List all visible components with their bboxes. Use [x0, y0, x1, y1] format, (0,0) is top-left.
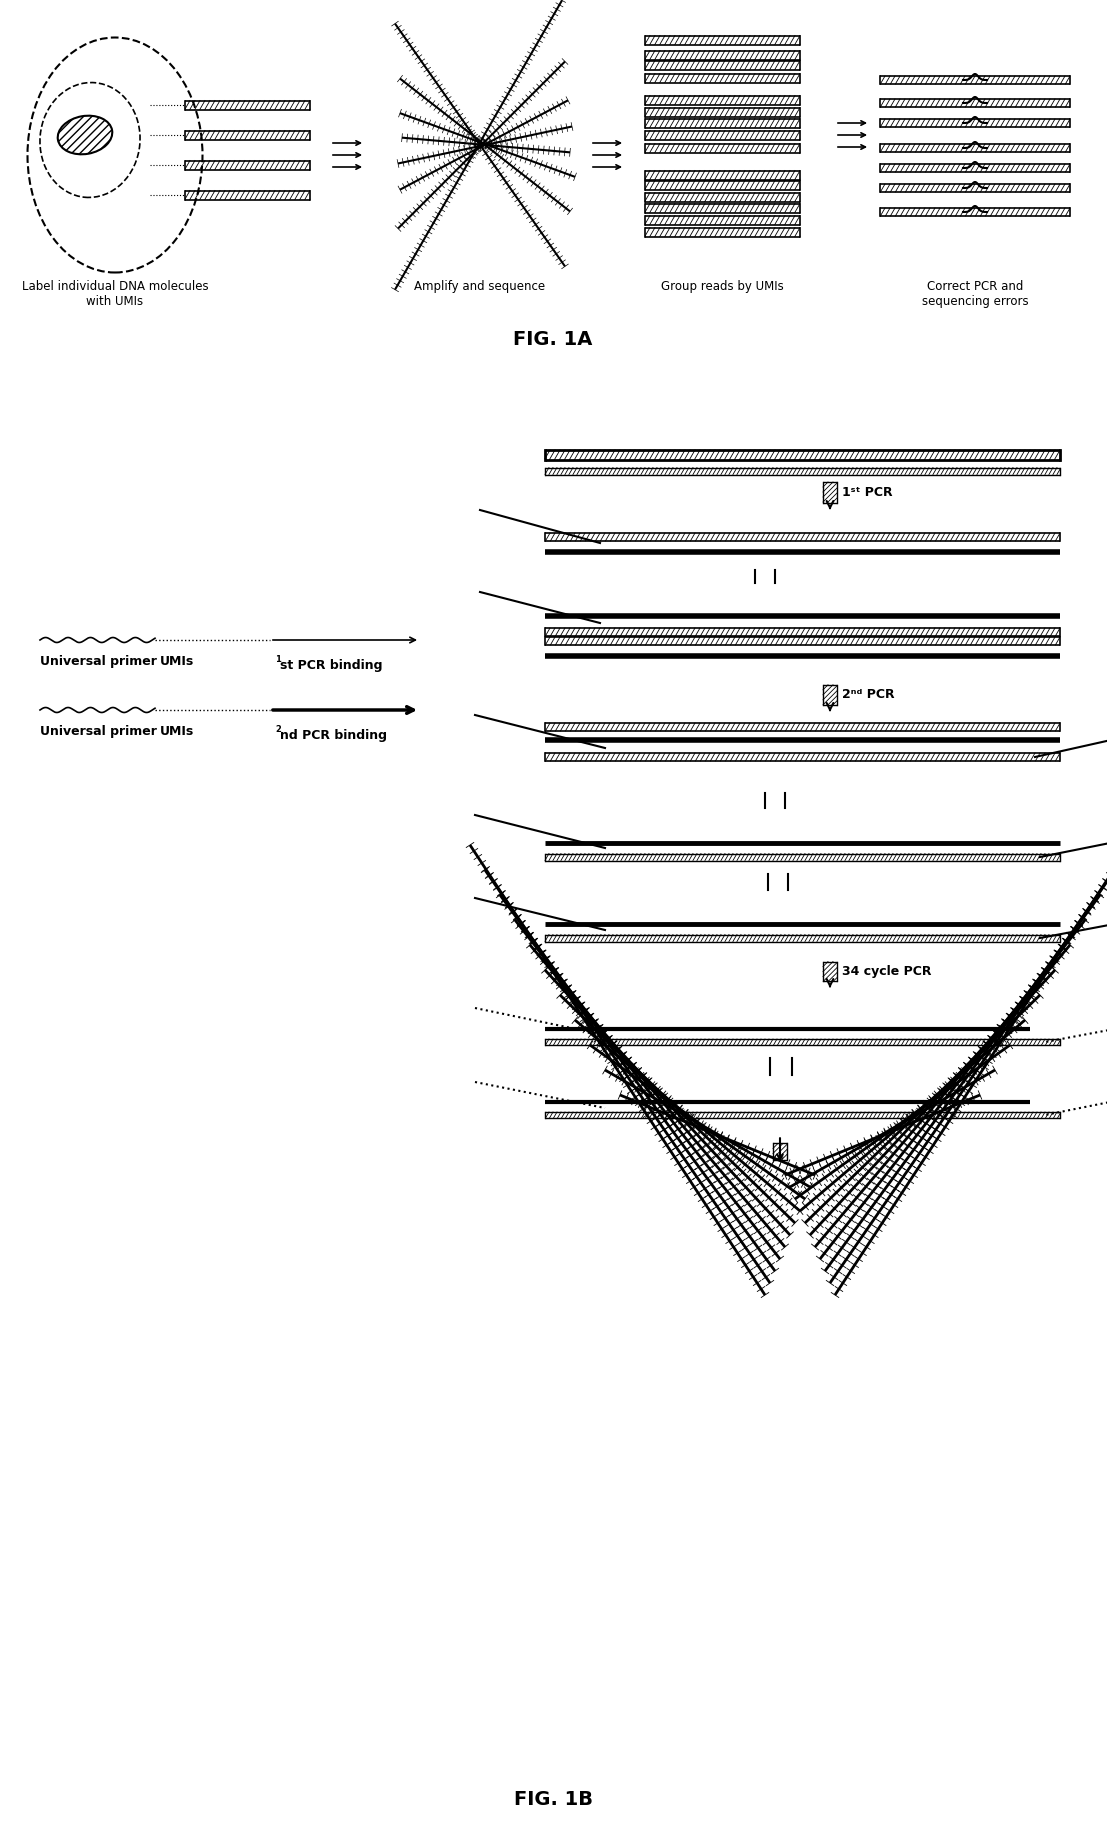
Text: Correct PCR and
sequencing errors: Correct PCR and sequencing errors — [922, 281, 1028, 308]
Text: FIG. 1B: FIG. 1B — [514, 1790, 592, 1808]
Text: nd PCR binding: nd PCR binding — [280, 729, 387, 742]
Text: 1ˢᵗ PCR: 1ˢᵗ PCR — [842, 487, 892, 499]
Text: 34 cycle PCR: 34 cycle PCR — [842, 966, 931, 979]
Ellipse shape — [58, 116, 112, 154]
Text: 1: 1 — [275, 655, 281, 665]
Text: 2ⁿᵈ PCR: 2ⁿᵈ PCR — [842, 688, 894, 701]
Text: 2: 2 — [275, 725, 281, 734]
Text: Group reads by UMIs: Group reads by UMIs — [661, 281, 784, 294]
Text: Universal primer: Universal primer — [40, 655, 157, 668]
Text: Universal primer: Universal primer — [40, 725, 157, 738]
Text: UMIs: UMIs — [161, 725, 194, 738]
Text: Amplify and sequence: Amplify and sequence — [414, 281, 546, 294]
Text: Label individual DNA molecules
with UMIs: Label individual DNA molecules with UMIs — [22, 281, 208, 308]
Text: UMIs: UMIs — [161, 655, 194, 668]
Text: st PCR binding: st PCR binding — [280, 659, 383, 672]
Text: FIG. 1A: FIG. 1A — [514, 330, 592, 349]
